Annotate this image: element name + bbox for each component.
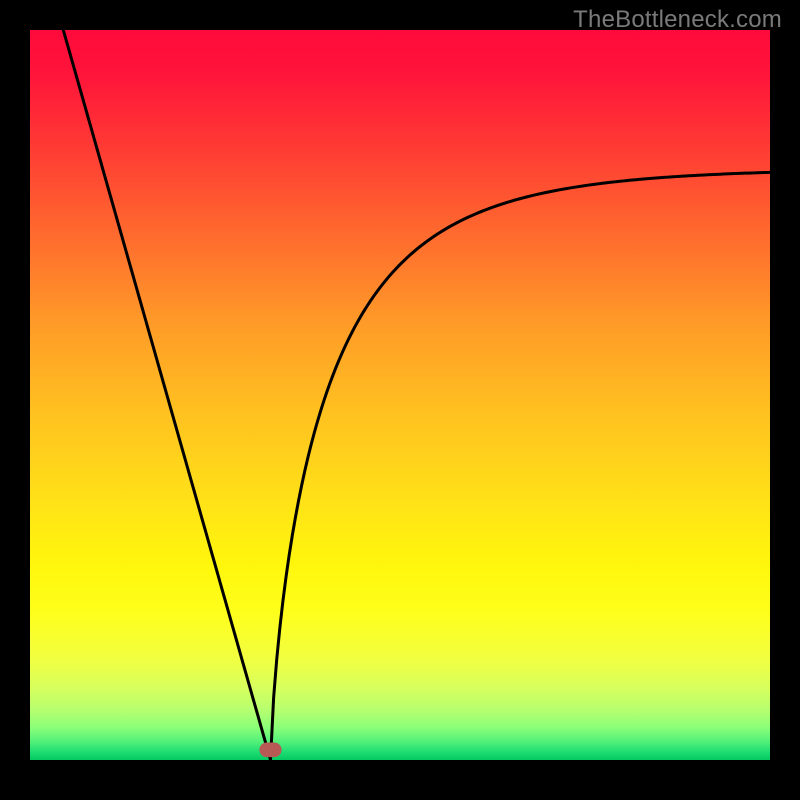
watermark-text: TheBottleneck.com xyxy=(573,6,782,34)
chart-container: TheBottleneck.com xyxy=(0,0,800,800)
chart-gradient-bg xyxy=(30,30,770,760)
bottleneck-chart xyxy=(0,0,800,800)
minimum-marker xyxy=(259,742,281,757)
